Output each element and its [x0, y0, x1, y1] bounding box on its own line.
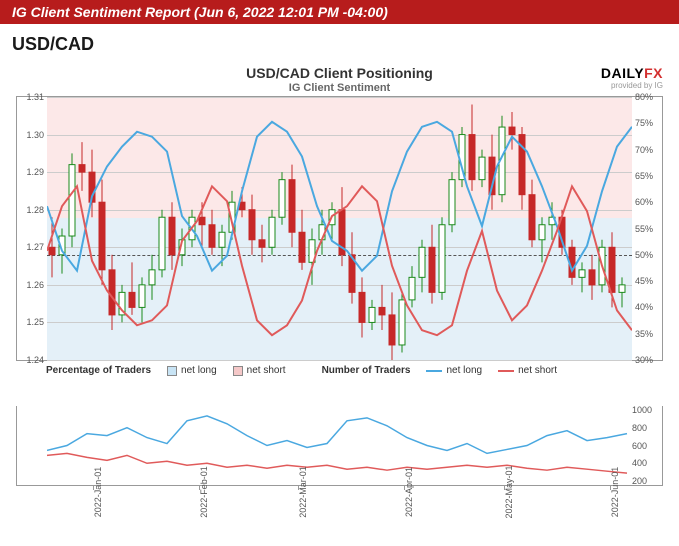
sub-plot-area — [47, 406, 632, 485]
chart-header: USD/CAD Client Positioning IG Client Sen… — [16, 59, 663, 96]
chart-subtitle: IG Client Sentiment — [96, 82, 583, 94]
plot-area — [47, 97, 632, 360]
dailyfx-logo: DAILYFX provided by IG — [583, 65, 663, 90]
chart-title: USD/CAD Client Positioning — [96, 65, 583, 81]
legend-num-long: net long — [426, 365, 482, 376]
logo-sub-text: provided by IG — [583, 81, 663, 90]
report-header: IG Client Sentiment Report (Jun 6, 2022 … — [0, 0, 679, 24]
y-axis-left: 1.241.251.261.271.281.291.301.31 — [17, 97, 47, 360]
legend-num-label: Number of Traders — [322, 365, 411, 376]
sub-y-axis: 2004006008001000 — [632, 406, 662, 485]
x-axis: 2022-Jan-012022-Feb-012022-Mar-012022-Ap… — [46, 486, 633, 546]
logo-fx-text: FX — [644, 65, 663, 81]
legend-pct-short: net short — [233, 365, 286, 376]
y-axis-right: 30%35%40%45%50%55%60%65%70%75%80% — [632, 97, 662, 360]
legend-pct-long: net long — [167, 365, 217, 376]
legend-pct-label: Percentage of Traders — [46, 365, 151, 376]
symbol-title: USD/CAD — [0, 24, 679, 59]
logo-text: DAILY — [601, 65, 644, 81]
main-chart: 1.241.251.261.271.281.291.301.31 30%35%4… — [16, 96, 663, 361]
legend-row: Percentage of Traders net long net short… — [16, 361, 663, 378]
sub-chart: 2004006008001000 — [16, 406, 663, 486]
legend-num-short: net short — [498, 365, 557, 376]
chart-container: USD/CAD Client Positioning IG Client Sen… — [0, 59, 679, 546]
